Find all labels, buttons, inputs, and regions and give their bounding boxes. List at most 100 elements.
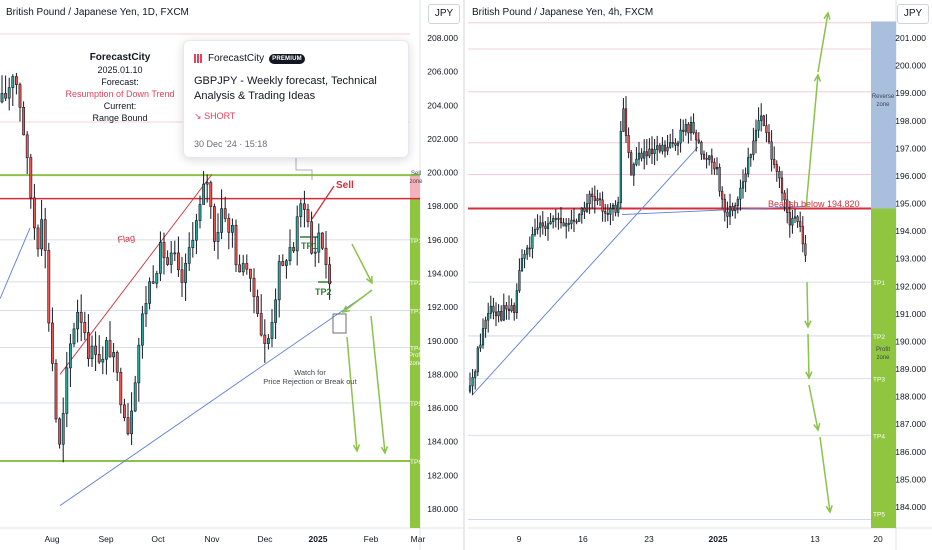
candle-body [105,340,108,360]
candle-body [801,226,804,245]
tp-zone-label: TP6 [410,459,422,466]
candle-body [674,142,677,146]
forecast-arrow-head [341,305,351,314]
candle-body [585,203,589,212]
candle-body [126,417,130,435]
candle-body [744,173,747,183]
idea-title[interactable]: GBPJPY - Weekly forecast, Technical Anal… [194,75,377,102]
candle-body [622,108,625,132]
time-tick-label: 2025 [709,534,728,544]
candle-body [601,199,604,212]
candle-body [604,211,607,214]
candle-body [471,377,474,387]
right-chart-title: British Pound / Japanese Yen, 4h, FXCM [472,7,654,18]
candle-body [69,343,72,369]
price-tick-label: 184.000 [895,502,926,512]
candle-body [112,352,116,358]
candle-body [241,263,245,273]
right-plot-area[interactable] [468,0,871,528]
forecast-arrow [370,315,386,454]
candle-body [627,135,630,153]
candle-body [684,124,687,132]
candle-body [487,313,490,321]
price-tick-label: 197.000 [895,143,926,153]
sell-zone-band [410,175,420,200]
forecast-arrow [346,336,358,452]
candle-body [679,129,682,144]
candle-body [513,305,516,313]
candle-body [205,182,209,185]
time-tick-label: 9 [517,534,522,544]
tp-zone-label: TP3 [873,377,885,384]
price-tick-label: 206.000 [427,67,458,77]
price-tick-label: 182.000 [427,470,458,480]
candle-body [119,371,123,406]
trend-line[interactable] [621,205,807,216]
price-tick-label: 196.000 [427,235,458,245]
candle-body [500,310,503,321]
time-tick-label: Aug [44,534,59,544]
tp-zone-label: TP2 [873,334,885,341]
candle-body [187,247,191,264]
candle-body [611,204,615,209]
candle-body [736,198,739,206]
forecast-arrow [807,333,810,379]
reverse-zone-band [871,21,896,209]
candle-body [708,155,711,160]
idea-author[interactable]: ForecastCity [208,53,265,64]
candle-body [223,208,227,219]
candle-body [580,207,583,215]
candle-body [637,152,641,160]
candle-body [169,252,173,265]
left-currency-button[interactable]: JPY [428,4,460,24]
candle-body [15,76,18,85]
forecast-arrow-head [804,320,812,329]
candle-body [791,217,794,226]
support-trend-line[interactable] [59,289,373,507]
candle-body [281,261,285,266]
candle-body [43,219,47,251]
candle-body [783,192,786,201]
flag-trend-line[interactable] [59,173,213,375]
price-tick-label: 199.000 [895,88,926,98]
time-tick-label: Dec [257,534,273,544]
forecast-arrow-head [823,11,831,20]
watch-annotation: Price Rejection or Break out [263,377,357,386]
candle-body [663,144,667,152]
candle-body [288,247,292,262]
price-tick-label: 188.000 [895,392,926,402]
candle-body [249,268,252,279]
trend-line[interactable] [471,146,699,396]
candle-body [780,177,784,194]
candle-body [115,352,119,373]
reverse-zone-label: Reverse [872,94,895,100]
candle-body [195,220,198,241]
candle-body [536,227,539,230]
support-trend-line[interactable] [0,227,31,299]
price-tick-label: 185.000 [895,474,926,484]
candle-body [505,305,508,310]
candle-body [554,218,557,220]
time-tick-label: 16 [578,534,588,544]
idea-card-header: ForecastCity PREMIUM [194,53,305,64]
tp-zone-label: TP4 [873,433,885,440]
candle-body [202,183,206,205]
right-currency-button[interactable]: JPY [897,4,929,24]
candle-body [786,199,789,213]
candle-body [492,305,495,313]
candle-body [682,129,685,132]
price-tick-label: 193.000 [895,254,926,264]
candle-body [804,243,807,256]
price-tick-label: 192.000 [895,281,926,291]
watch-box[interactable] [332,313,347,334]
candle-body [489,305,492,314]
candle-body [749,154,752,158]
price-tick-label: 190.000 [895,336,926,346]
candle-body [502,305,505,321]
candle-body [97,354,101,363]
tp-zone-label: TP1 [873,280,885,287]
idea-card[interactable]: ForecastCity PREMIUM GBPJPY - Weekly for… [183,40,409,158]
time-tick-label: 2025 [309,534,328,544]
sell-annotation: Sell [336,180,354,191]
candle-body [702,153,706,159]
